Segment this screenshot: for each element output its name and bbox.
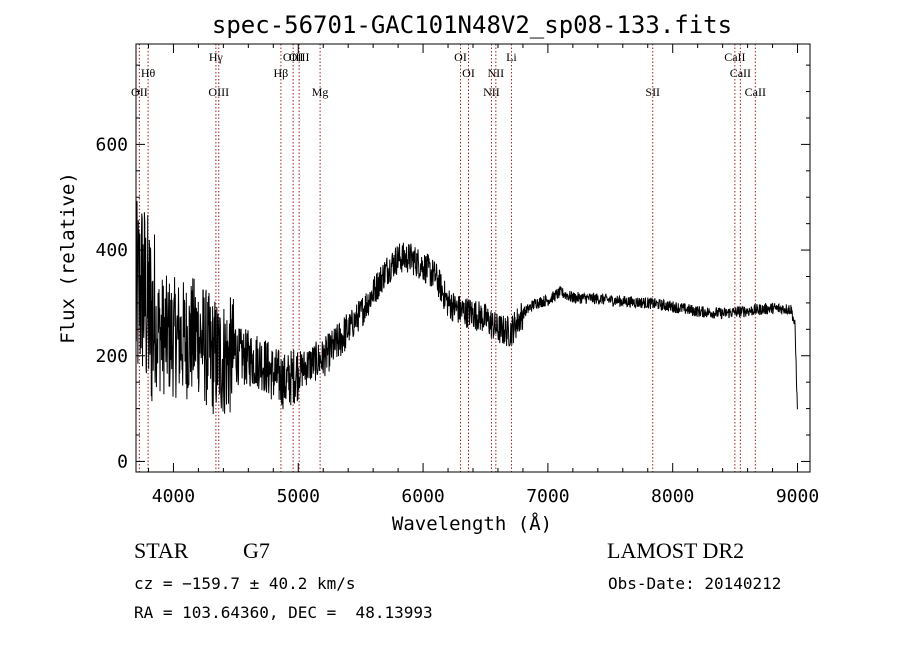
spectrum-line (135, 200, 798, 415)
y-tick-label: 200 (95, 346, 128, 367)
spectral-line-label: OIII (289, 50, 310, 64)
observation-date: Obs-Date: 20140212 (608, 574, 782, 593)
plot-frame (135, 43, 811, 473)
chart-title: spec-56701-GAC101N48V2_sp08-133.fits (212, 11, 732, 39)
spectral-line-label: OIII (283, 50, 304, 64)
object-class: STAR (134, 538, 189, 563)
spectral-line-label: CaII (745, 85, 766, 99)
x-tick-label: 4000 (152, 486, 195, 507)
spectral-line-label: Hγ (209, 50, 224, 64)
survey-name: LAMOST DR2 (607, 538, 745, 563)
spectral-line-label: Hθ (141, 66, 156, 80)
y-axis-label: Flux (relative) (57, 172, 79, 344)
spectral-line-label: Li (506, 50, 517, 64)
y-tick-label: 0 (117, 451, 128, 472)
radial-velocity: cz = −159.7 ± 40.2 km/s (134, 574, 356, 593)
x-tick-label: 5000 (277, 486, 320, 507)
x-tick-label: 9000 (776, 486, 819, 507)
x-tick-label: 6000 (401, 486, 444, 507)
spectral-line-label: Mg (312, 85, 329, 99)
object-subclass: G7 (243, 538, 270, 563)
spectral-line-label: SII (645, 85, 660, 99)
spectral-line-label: NII (488, 66, 505, 80)
x-tick-label: 8000 (651, 486, 694, 507)
spectral-line-label: NII (483, 85, 500, 99)
spectral-line-label: CaII (724, 50, 745, 64)
spectral-line-label: OI (454, 50, 467, 64)
spectral-line-label: Hβ (274, 66, 289, 80)
x-axis-label: Wavelength (Å) (392, 512, 552, 535)
x-tick-label: 7000 (526, 486, 569, 507)
spectral-line-label: CaII (730, 66, 751, 80)
y-tick-label: 600 (95, 134, 128, 155)
sky-coordinates: RA = 103.64360, DEC = 48.13993 (134, 603, 433, 622)
y-tick-label: 400 (95, 240, 128, 261)
spectral-line-label: OI (462, 66, 475, 80)
spectral-line-label: OIII (208, 85, 229, 99)
